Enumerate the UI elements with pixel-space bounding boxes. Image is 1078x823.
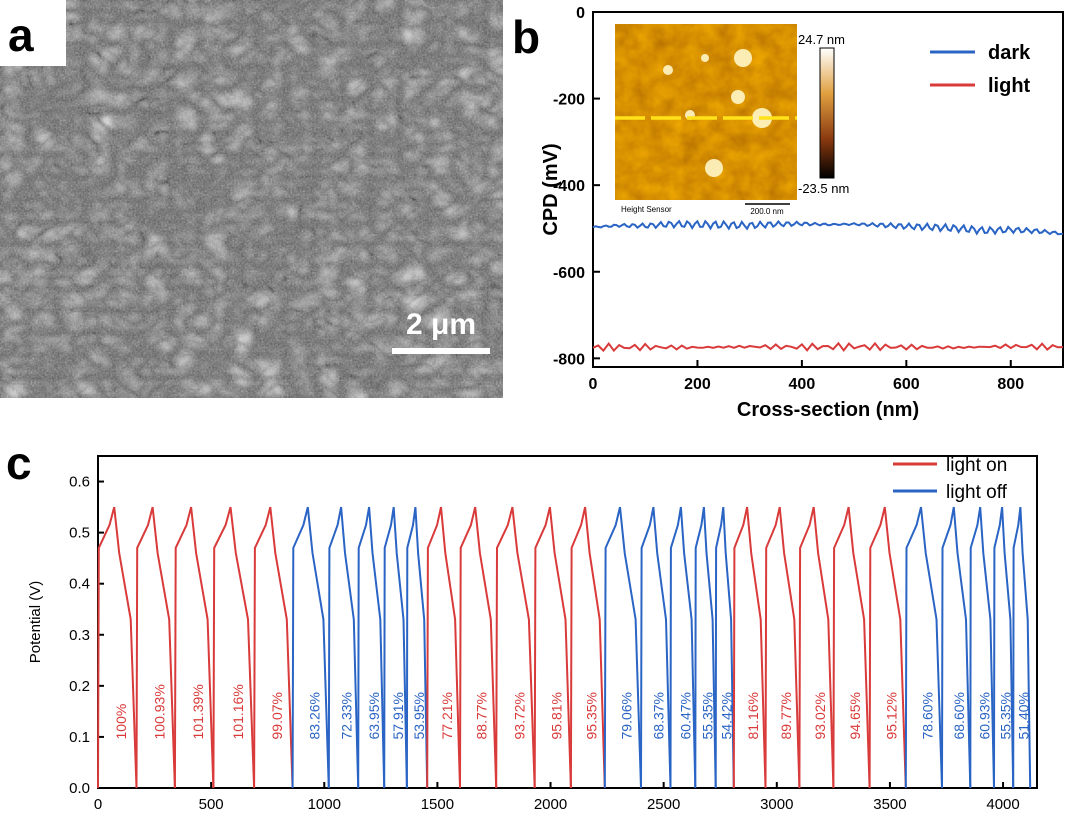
retention-label: 78.60% [920,692,936,739]
x-tick-label: 1500 [421,796,454,813]
cycle-curve [766,507,800,788]
cycle-curve [970,507,994,788]
retention-label: 60.93% [977,692,993,739]
y-axis-title: Potential (V) [27,581,44,664]
retention-label: 99.07% [269,692,285,739]
retention-label: 72.33% [338,692,354,739]
retention-label: 63.95% [366,692,382,739]
retention-label: 83.26% [306,692,322,739]
y-tick-label: 0.3 [69,627,90,644]
x-tick-label: 2500 [647,796,680,813]
x-tick-label: 3500 [873,796,906,813]
retention-label: 68.60% [951,692,967,739]
cycle-curve [358,507,384,788]
retention-label: 77.21% [439,692,455,739]
x-tick-label: 500 [199,796,224,813]
y-tick-label: 0.4 [69,576,90,593]
retention-label: 93.72% [511,692,527,739]
y-tick-label: 0.2 [69,678,90,695]
cycle-curve [870,507,906,788]
retention-label: 81.16% [745,692,761,739]
x-tick-label: 1000 [308,796,341,813]
cycle-curve [695,507,715,788]
cycle-curve [671,507,696,788]
retention-label: 60.47% [677,692,693,739]
retention-label: 95.35% [583,692,599,739]
retention-label: 54.42% [719,692,735,739]
cycle-curve [535,507,571,788]
retention-label: 53.95% [411,692,427,739]
retention-label: 79.06% [619,692,635,739]
retention-label: 68.37% [651,692,667,739]
retention-label: 51.40% [1015,692,1031,739]
cycle-curve [407,507,427,788]
y-tick-label: 0.1 [69,729,90,746]
retention-label: 93.02% [812,692,828,739]
cycle-curve [98,507,137,788]
retention-label: 55.35% [998,692,1014,739]
cycle-curve [175,507,214,788]
x-tick-label: 4000 [986,796,1019,813]
retention-label: 95.81% [548,692,564,739]
cycle-curve [293,507,329,788]
x-tick-label: 2000 [534,796,567,813]
retention-label: 100% [113,704,129,740]
cycle-curve [994,507,1013,788]
cycle-curve [384,507,407,788]
retention-label: 88.77% [474,692,490,739]
cycle-curve [799,507,833,788]
legend-label: light on [946,455,1007,476]
cycle-curve [329,507,358,788]
cycle-curve [906,507,942,788]
cycle-curve [1013,507,1030,788]
x-tick-label: 3000 [760,796,793,813]
retention-label: 94.65% [847,692,863,739]
retention-label: 100.93% [152,684,168,739]
retention-label: 101.39% [190,684,206,739]
cycle-curve [716,507,734,788]
retention-label: 57.91% [390,692,406,739]
cycle-curve [460,507,496,788]
legend-label: light off [946,482,1008,503]
cycle-curve [605,507,641,788]
cycle-curve [254,507,293,788]
y-tick-label: 0.6 [69,474,90,491]
cycle-curve [833,507,869,788]
retention-label: 89.77% [778,692,794,739]
cycle-curve [942,507,970,788]
x-tick-label: 0 [94,796,102,813]
retention-label: 101.16% [230,684,246,739]
cycle-curve [137,507,175,788]
cycle-curve [734,507,766,788]
cycle-curve [496,507,535,788]
cycle-curve [427,507,460,788]
cycle-curve [213,507,254,788]
retention-label: 95.12% [883,692,899,739]
cycle-curve [571,507,605,788]
retention-label: 55.35% [700,692,716,739]
cycle-curve [641,507,671,788]
y-tick-label: 0.0 [69,780,90,797]
y-tick-label: 0.5 [69,525,90,542]
